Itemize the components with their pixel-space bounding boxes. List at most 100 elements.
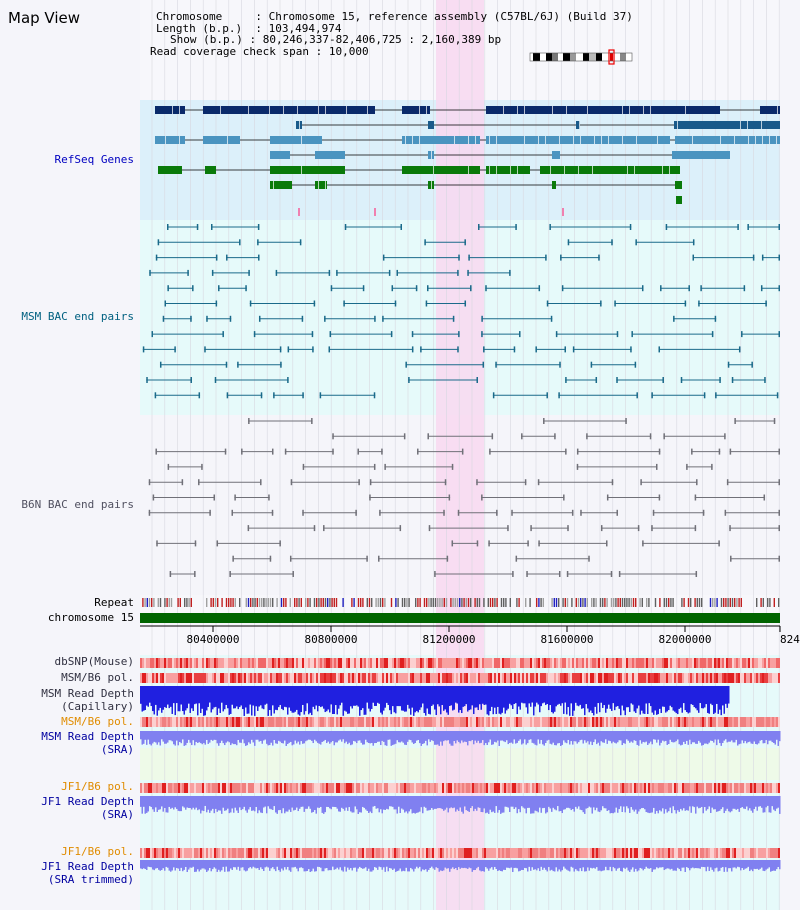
msm-sra-depth-bar — [521, 731, 523, 745]
msm-bac-pair-end — [564, 346, 566, 353]
msm-cap-depth-bar — [291, 686, 293, 713]
track-label-jf1-b6-pol-2[interactable]: JF1/B6 pol. — [61, 845, 134, 858]
track-label-msm-b6-pol-2[interactable]: MSM/B6 pol. — [61, 715, 134, 728]
msm-cap-depth-bar — [627, 686, 629, 708]
jf1-sra-depth-bar — [371, 796, 373, 814]
track-label-jf1-depth-sra-1[interactable]: JF1 Read Depth — [41, 795, 134, 808]
jf1-sra-depth-bar — [762, 796, 764, 813]
jf1-sra-depth-bar — [684, 796, 686, 811]
jf1-trim-depth-bar — [438, 860, 440, 872]
dbsnp-heat-cell — [404, 658, 406, 668]
dbsnp-heat-cell — [154, 658, 156, 668]
msm-b6-pol2-heat-cell — [168, 717, 170, 727]
msm-bac-pair-end — [167, 285, 169, 292]
msm-cap-depth-bar — [542, 686, 544, 704]
jf1-sra-depth-bar — [386, 796, 388, 809]
msm-b6-pol-heat-cell — [384, 673, 386, 683]
jf1-b6-pol2-heat-cell — [564, 848, 566, 858]
repeat-mark — [316, 598, 318, 607]
track-label-refseq[interactable]: RefSeq Genes — [54, 153, 134, 166]
msm-cap-depth-bar — [486, 686, 488, 715]
msm-b6-pol2-heat-cell — [666, 717, 668, 727]
jf1-b6-pol2-heat-cell — [632, 848, 634, 858]
msm-bac-pair-end — [535, 346, 537, 353]
jf1-trim-depth-bar — [522, 860, 524, 871]
msm-b6-pol-heat-cell — [680, 673, 682, 683]
jf1-b6-pol-heat-cell — [566, 783, 568, 793]
jf1-sra-depth-bar — [188, 796, 190, 809]
msm-bac-pair-end — [688, 285, 690, 292]
repeat-mark — [720, 598, 723, 607]
jf1-b6-pol-heat-cell — [688, 783, 690, 793]
msm-bac-pair-end — [388, 269, 391, 276]
jf1-sra-depth-bar — [243, 796, 245, 807]
msm-sra-depth-bar — [354, 731, 356, 742]
dbsnp-heat-cell — [746, 658, 748, 668]
repeat-mark — [769, 598, 771, 607]
msm-cap-depth-bar — [252, 686, 254, 706]
msm-sra-depth-bar — [206, 731, 208, 740]
msm-sra-depth-bar — [542, 731, 544, 745]
dbsnp-heat-cell — [750, 658, 752, 668]
track-label-chromosome[interactable]: chromosome 15 — [47, 611, 134, 624]
exon-stripe — [657, 136, 658, 144]
msm-cap-depth-bar — [555, 686, 557, 707]
track-label-msm-depth-cap-1[interactable]: MSM Read Depth — [41, 687, 134, 700]
b6n-bac-pair-end — [451, 540, 454, 547]
jf1-sra-depth-bar — [149, 796, 151, 807]
msm-b6-pol2-heat-cell — [620, 717, 622, 727]
track-label-jf1-b6-pol-1[interactable]: JF1/B6 pol. — [61, 780, 134, 793]
msm-sra-depth-bar — [762, 731, 764, 744]
dbsnp-heat-cell — [150, 658, 152, 668]
repeat-mark — [322, 598, 324, 607]
jf1-b6-pol2-heat-cell — [320, 848, 322, 858]
track-label-dbsnp[interactable]: dbSNP(Mouse) — [54, 655, 134, 668]
jf1-sra-depth-bar — [323, 796, 325, 814]
repeat-mark — [256, 598, 258, 607]
jf1-sra-depth-bar — [537, 796, 539, 813]
msm-sra-depth-bar — [666, 731, 668, 745]
dbsnp-heat-cell — [302, 658, 304, 668]
msm-b6-pol-heat-cell — [618, 673, 620, 683]
track-label-msm-b6-pol-1[interactable]: MSM/B6 pol. — [61, 671, 134, 684]
track-label-jf1-depth-trim-1[interactable]: JF1 Read Depth — [41, 860, 134, 873]
jf1-b6-pol-heat-cell — [758, 783, 760, 793]
jf1-b6-pol2-heat-cell — [238, 848, 240, 858]
repeat-mark — [518, 598, 520, 607]
msm-sra-depth-bar — [516, 731, 518, 743]
jf1-trim-depth-bar — [411, 860, 413, 870]
jf1-trim-depth-bar — [398, 860, 400, 871]
msm-bac-pair-end — [218, 285, 220, 292]
track-label-msm-bac[interactable]: MSM BAC end pairs — [21, 310, 134, 323]
msm-sra-depth-bar — [729, 731, 731, 742]
ideogram-band — [602, 53, 610, 61]
track-label-msm-depth-sra-1[interactable]: MSM Read Depth — [41, 730, 134, 743]
msm-b6-pol-heat-cell — [254, 673, 256, 683]
jf1-trim-depth-bar — [327, 860, 329, 871]
msm-bac-pair-end — [279, 346, 282, 353]
msm-bac-pair-end — [394, 300, 397, 307]
msm-b6-pol2-heat-cell — [424, 717, 426, 727]
jf1-b6-pol-heat-cell — [598, 783, 600, 793]
jf1-sra-depth-bar — [726, 796, 728, 809]
jf1-sra-depth-bar — [731, 796, 733, 812]
dbsnp-heat-cell — [756, 658, 758, 668]
msm-b6-pol-heat-cell — [742, 673, 744, 683]
track-label-repeat[interactable]: Repeat — [94, 596, 134, 609]
msm-b6-pol-heat-cell — [624, 673, 626, 683]
msm-cap-depth-bar — [221, 686, 223, 703]
dbsnp-heat-cell — [420, 658, 422, 668]
msm-sra-depth-bar — [248, 731, 250, 743]
jf1-b6-pol-heat-cell — [556, 783, 558, 793]
msm-b6-pol2-heat-cell — [590, 717, 592, 727]
jf1-trim-depth-bar — [344, 860, 346, 867]
msm-b6-pol-heat-cell — [178, 673, 180, 683]
track-label-b6n-bac[interactable]: B6N BAC end pairs — [21, 498, 134, 511]
b6n-bac-pair-end — [373, 463, 376, 470]
repeat-mark — [177, 598, 179, 607]
repeat-mark — [415, 598, 417, 607]
dbsnp-heat-cell — [578, 658, 580, 668]
msm-b6-pol2-heat-cell — [414, 717, 416, 727]
msm-sra-depth-bar — [146, 731, 148, 745]
